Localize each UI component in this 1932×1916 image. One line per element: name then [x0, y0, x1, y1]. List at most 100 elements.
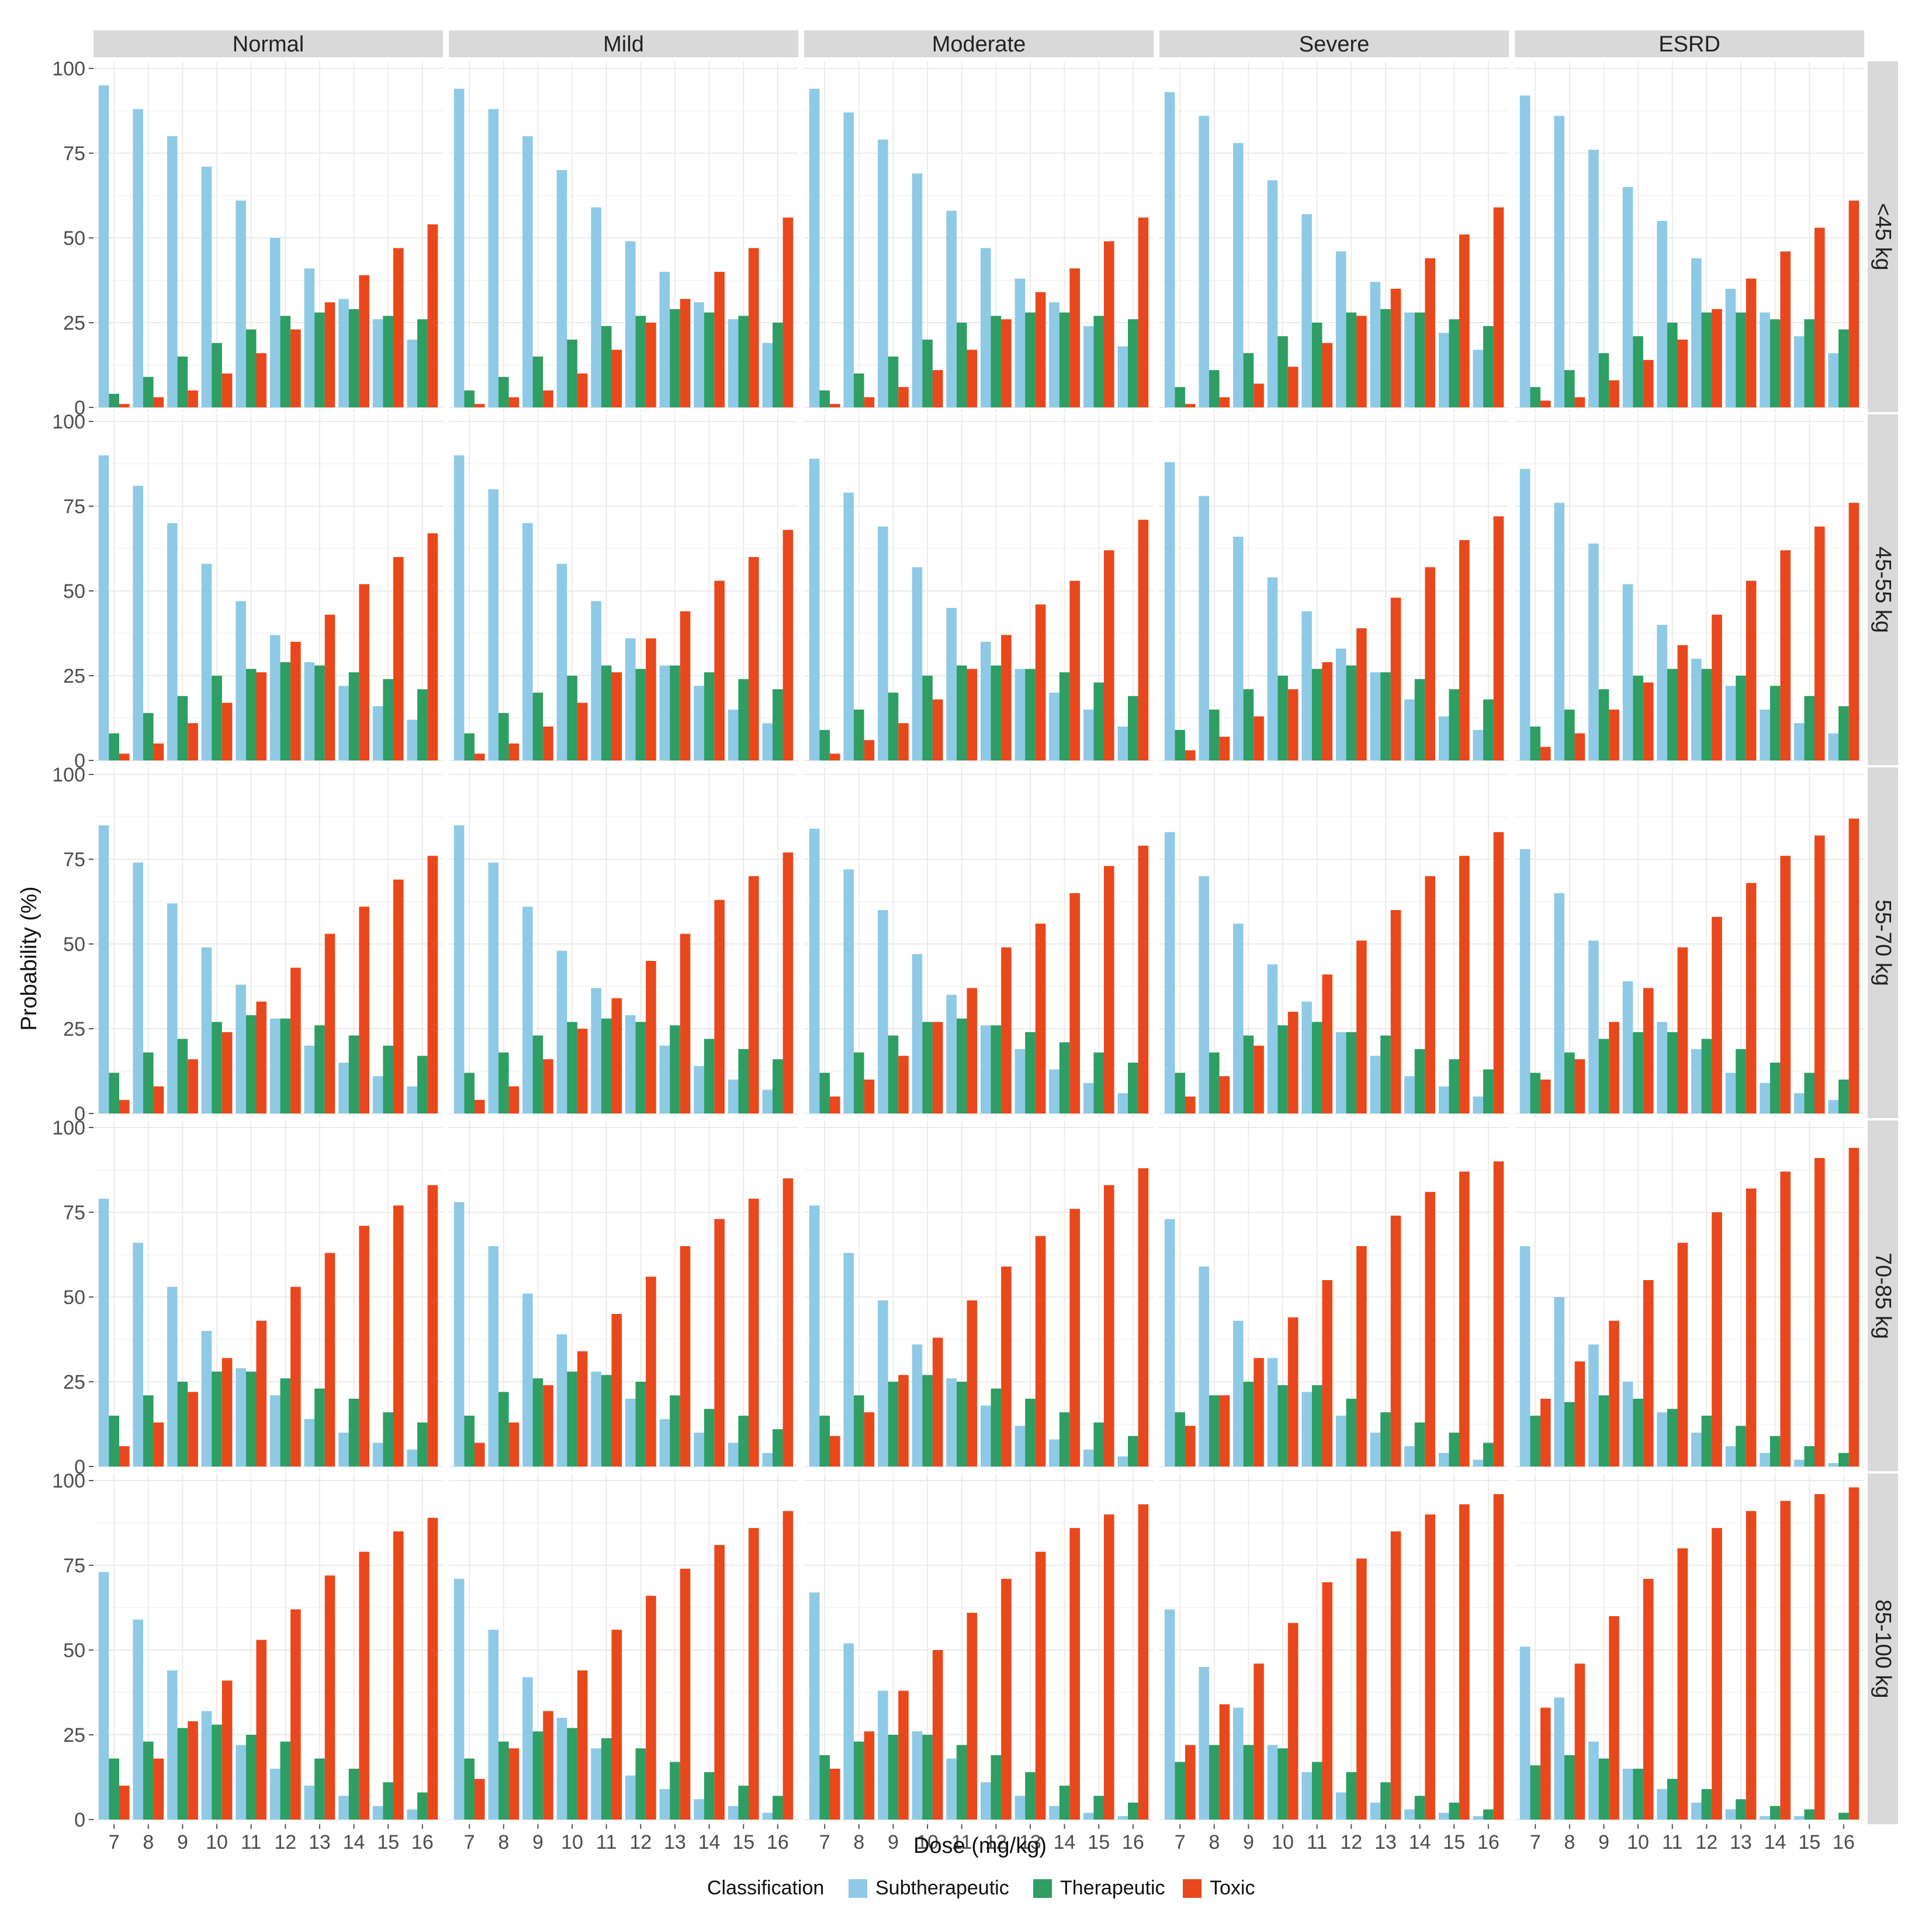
bar-subtherapeutic [1691, 258, 1702, 407]
bar-toxic [1390, 597, 1401, 760]
x-tick-label: 13 [309, 1831, 331, 1853]
x-tick-label: 7 [109, 1831, 120, 1853]
bar-toxic [1425, 258, 1435, 407]
bar-therapeutic [991, 1388, 1002, 1467]
y-tick-label: 25 [63, 1724, 85, 1746]
bar-subtherapeutic [1622, 187, 1633, 407]
bar-therapeutic [1209, 710, 1220, 760]
bar-therapeutic [1175, 387, 1185, 407]
bar-subtherapeutic [1301, 214, 1312, 407]
bar-subtherapeutic [1657, 1022, 1667, 1113]
bar-toxic [932, 699, 943, 760]
bar-subtherapeutic [1438, 1452, 1449, 1467]
row-strip-85-100-kg [1868, 1474, 1898, 1824]
bar-toxic [427, 224, 438, 407]
bar-therapeutic [1311, 1762, 1322, 1820]
bar-therapeutic [1633, 676, 1643, 760]
bar-subtherapeutic [1335, 251, 1346, 407]
bar-subtherapeutic [407, 1086, 418, 1113]
bar-subtherapeutic [1725, 1446, 1736, 1467]
bar-therapeutic [1530, 1073, 1540, 1113]
y-tick-label: 75 [63, 143, 85, 165]
column-strip-normal [94, 30, 443, 57]
bar-subtherapeutic [133, 1243, 144, 1467]
bar-subtherapeutic [728, 1443, 739, 1467]
bar-subtherapeutic [1438, 1086, 1449, 1113]
bar-therapeutic [773, 323, 783, 407]
bar-subtherapeutic [1725, 289, 1736, 407]
bar-therapeutic [922, 1022, 933, 1113]
panel-55-70-kg-normal [94, 767, 443, 1118]
x-tick-label: 7 [1175, 1831, 1186, 1853]
bar-toxic [1001, 947, 1012, 1113]
panel-55-70-kg-severe [1159, 767, 1509, 1118]
bar-therapeutic [1483, 1069, 1494, 1113]
bar-toxic [1540, 746, 1551, 760]
x-tick-label: 13 [1374, 1831, 1397, 1853]
bar-subtherapeutic [728, 710, 739, 760]
bar-subtherapeutic [1760, 1082, 1770, 1113]
bar-toxic [1103, 1185, 1114, 1467]
bar-subtherapeutic [878, 1300, 888, 1467]
bar-toxic [1069, 1528, 1080, 1820]
bar-toxic [1069, 268, 1080, 407]
x-tick-label: 15 [377, 1831, 399, 1853]
bar-therapeutic [1414, 1796, 1425, 1820]
bar-therapeutic [498, 1392, 509, 1467]
bar-subtherapeutic [591, 1371, 601, 1467]
bar-therapeutic [738, 1049, 749, 1113]
bar-subtherapeutic [453, 88, 465, 408]
bar-toxic [1814, 1494, 1825, 1820]
bar-toxic [119, 404, 130, 407]
bar-toxic [119, 1786, 130, 1820]
x-tick-label: 11 [1662, 1831, 1682, 1853]
bar-therapeutic [212, 676, 222, 760]
bar-toxic [1848, 503, 1860, 760]
bar-subtherapeutic [1519, 849, 1531, 1113]
x-tick-label: 9 [888, 1831, 899, 1853]
bar-toxic [508, 1086, 520, 1113]
bar-toxic [1356, 628, 1367, 760]
bar-subtherapeutic [843, 1253, 854, 1467]
bar-toxic [1185, 1745, 1196, 1820]
bar-toxic [611, 350, 622, 407]
bar-subtherapeutic [762, 723, 773, 760]
bar-subtherapeutic [591, 207, 601, 407]
bar-therapeutic [498, 713, 509, 760]
bar-subtherapeutic [1519, 469, 1531, 760]
bar-therapeutic [601, 1738, 612, 1820]
bar-subtherapeutic [372, 1443, 383, 1467]
bar-subtherapeutic [133, 862, 144, 1113]
bar-toxic [898, 1375, 909, 1467]
bar-subtherapeutic [1793, 1460, 1805, 1467]
bar-therapeutic [854, 1395, 864, 1467]
bar-therapeutic [417, 689, 428, 760]
panel-70-85-kg-moderate [804, 1120, 1154, 1471]
bar-toxic [1103, 241, 1114, 407]
bar-toxic [1493, 1494, 1504, 1820]
bar-therapeutic [1667, 1779, 1678, 1820]
bar-toxic [1459, 540, 1470, 760]
bar-subtherapeutic [1657, 625, 1667, 760]
bar-therapeutic [1175, 729, 1185, 760]
y-tick-label: 0 [74, 1103, 85, 1125]
legend-swatch-therapeutic [1033, 1879, 1052, 1898]
bar-therapeutic [635, 316, 646, 407]
bar-therapeutic [922, 340, 933, 407]
bar-therapeutic [704, 1039, 715, 1113]
x-tick-label: 11 [1307, 1831, 1327, 1853]
bar-toxic [153, 397, 164, 407]
bar-subtherapeutic [1519, 1246, 1531, 1467]
bar-subtherapeutic [1473, 350, 1484, 407]
bar-therapeutic [348, 672, 359, 760]
bar-toxic [1185, 750, 1196, 760]
bar-therapeutic [1059, 312, 1070, 407]
panel-85-100-kg-esrd [1515, 1474, 1864, 1824]
bar-toxic [1103, 550, 1114, 760]
bar-toxic [1322, 1582, 1333, 1820]
bar-subtherapeutic [1473, 1097, 1484, 1113]
legend-swatch-toxic [1183, 1879, 1202, 1898]
bar-subtherapeutic [1588, 150, 1599, 407]
panel-70-85-kg-esrd [1515, 1120, 1864, 1471]
bar-subtherapeutic [694, 1433, 704, 1467]
